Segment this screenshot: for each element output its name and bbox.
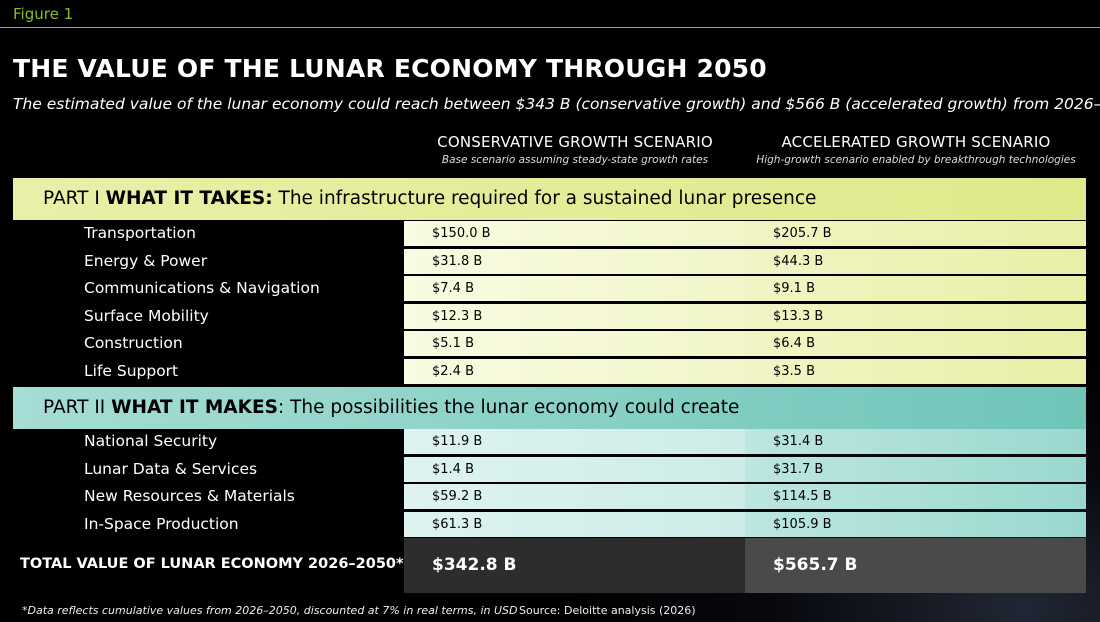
cell-accelerated: $114.5 B	[745, 484, 1086, 509]
cell-accelerated: $6.4 B	[745, 331, 1086, 356]
total-label: TOTAL VALUE OF LUNAR ECONOMY 2026–2050*	[20, 556, 404, 572]
row-label: Surface Mobility	[84, 306, 209, 325]
figure-label: Figure 1	[13, 5, 74, 23]
column-heading: ACCELERATED GROWTH SCENARIO	[781, 133, 1051, 151]
cell-accelerated: $3.5 B	[745, 358, 1086, 384]
figure-divider	[0, 27, 1100, 28]
row-label: Construction	[84, 334, 183, 352]
section-bold: WHAT IT TAKES:	[105, 188, 273, 209]
page-title: THE VALUE OF THE LUNAR ECONOMY THROUGH 2…	[13, 54, 767, 83]
page-subtitle: The estimated value of the lunar economy…	[13, 95, 1100, 113]
cell-accelerated: $44.3 B	[745, 248, 1086, 274]
section-header-part-1: PART I WHAT IT TAKES: The infrastructure…	[13, 178, 1086, 220]
source-note: Source: Deloitte analysis (2026)	[519, 604, 696, 617]
section-header-part-2: PART II WHAT IT MAKES: The possibilities…	[13, 387, 1086, 429]
section-rest: The infrastructure required for a sustai…	[272, 188, 817, 209]
row-label: Communications & Navigation	[84, 279, 320, 297]
cell-conservative: $12.3 B	[404, 303, 745, 329]
section-bold: WHAT IT MAKES	[111, 397, 278, 418]
total-value-conservative: $342.8 B	[404, 538, 745, 593]
footnote: *Data reflects cumulative values from 20…	[22, 604, 518, 617]
cell-accelerated: $205.7 B	[745, 221, 1086, 246]
column-description: High-growth scenario enabled by breakthr…	[756, 154, 1076, 166]
section-prefix: PART I	[43, 188, 106, 209]
cell-conservative: $7.4 B	[404, 276, 745, 301]
column-description: Base scenario assuming steady-state grow…	[441, 154, 709, 166]
column-header-conservative: CONSERVATIVE GROWTH SCENARIO Base scenar…	[404, 133, 746, 166]
row-label: Life Support	[84, 361, 179, 380]
total-value-accelerated: $565.7 B	[745, 538, 1086, 593]
row-label: Transportation	[84, 224, 196, 242]
row-label: National Security	[84, 432, 218, 450]
section-rest: : The possibilities the lunar economy co…	[277, 397, 740, 418]
cell-conservative: $61.3 B	[404, 511, 745, 537]
row-label: In-Space Production	[84, 514, 239, 533]
cell-accelerated: $13.3 B	[745, 303, 1086, 329]
cell-conservative: $11.9 B	[404, 429, 745, 454]
cell-accelerated: $105.9 B	[745, 511, 1086, 537]
column-header-accelerated: ACCELERATED GROWTH SCENARIO High-growth …	[745, 133, 1087, 166]
cell-conservative: $31.8 B	[404, 248, 745, 274]
cell-conservative: $5.1 B	[404, 331, 745, 356]
cell-accelerated: $31.7 B	[745, 456, 1086, 482]
cell-conservative: $1.4 B	[404, 456, 745, 482]
section-prefix: PART II	[43, 397, 112, 418]
cell-accelerated: $9.1 B	[745, 276, 1086, 301]
row-label: Energy & Power	[84, 251, 208, 270]
cell-conservative: $150.0 B	[404, 221, 745, 246]
row-label: New Resources & Materials	[84, 487, 295, 505]
row-label: Lunar Data & Services	[84, 459, 258, 478]
column-heading: CONSERVATIVE GROWTH SCENARIO	[437, 133, 713, 151]
cell-conservative: $59.2 B	[404, 484, 745, 509]
cell-conservative: $2.4 B	[404, 358, 745, 384]
cell-accelerated: $31.4 B	[745, 429, 1086, 454]
